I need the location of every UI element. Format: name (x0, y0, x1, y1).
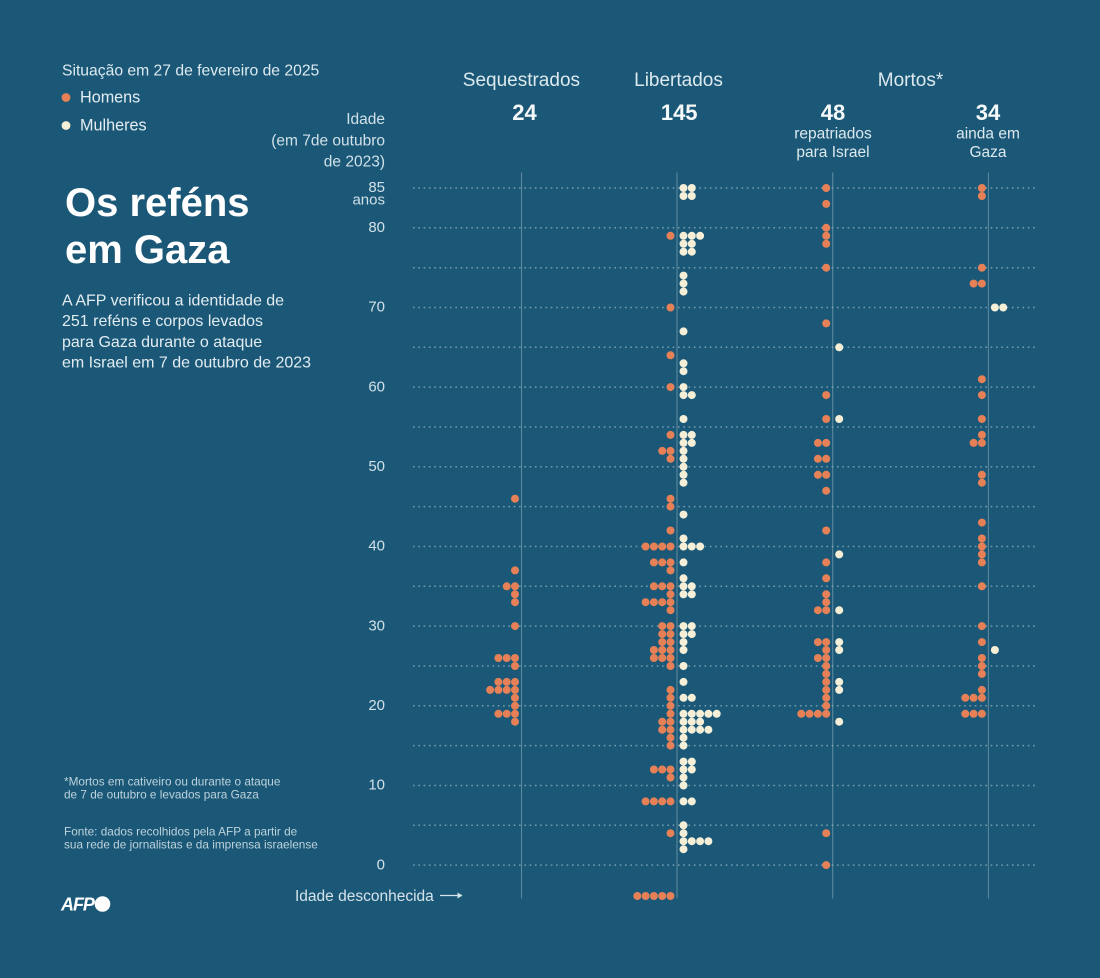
svg-text:80: 80 (368, 219, 385, 236)
svg-text:sua rede de jornalistas e da i: sua rede de jornalistas e da imprensa is… (64, 838, 318, 852)
svg-text:de 2023): de 2023) (324, 154, 385, 171)
svg-text:para Israel: para Israel (796, 144, 869, 161)
svg-text:40: 40 (368, 538, 385, 555)
svg-text:Gaza: Gaza (969, 144, 1006, 161)
svg-text:de 7 de outubro e levados para: de 7 de outubro e levados para Gaza (64, 788, 259, 802)
svg-text:30: 30 (368, 617, 385, 634)
svg-text:0: 0 (377, 856, 385, 873)
svg-text:50: 50 (368, 458, 385, 475)
svg-text:repatriados: repatriados (794, 126, 872, 143)
svg-text:145: 145 (661, 100, 698, 125)
svg-text:para Gaza durante o ataque: para Gaza durante o ataque (62, 334, 262, 351)
svg-text:Idade: Idade (346, 111, 385, 128)
svg-text:85: 85 (368, 179, 385, 196)
svg-text:Idade desconhecida: Idade desconhecida (295, 888, 434, 905)
svg-text:70: 70 (368, 299, 385, 316)
svg-text:34: 34 (976, 100, 1001, 125)
svg-text:Os reféns: Os reféns (65, 181, 250, 225)
svg-text:anos: anos (352, 191, 385, 208)
svg-text:24: 24 (512, 100, 537, 125)
svg-text:em Israel em 7 de outubro de 2: em Israel em 7 de outubro de 2023 (62, 355, 311, 372)
svg-text:(em 7de outubro: (em 7de outubro (271, 133, 385, 150)
svg-text:em Gaza: em Gaza (65, 228, 230, 272)
svg-text:10: 10 (368, 777, 385, 794)
svg-text:Libertados: Libertados (634, 70, 723, 91)
svg-text:ainda em: ainda em (956, 126, 1020, 143)
svg-text:Sequestrados: Sequestrados (463, 70, 580, 91)
svg-text:48: 48 (821, 100, 845, 125)
svg-text:60: 60 (368, 378, 385, 395)
svg-text:*Mortos em cativeiro ou durant: *Mortos em cativeiro ou durante o ataque (64, 775, 281, 789)
svg-text:251 reféns e corpos levados: 251 reféns e corpos levados (62, 313, 263, 330)
svg-text:AFP: AFP (60, 895, 96, 915)
svg-text:Mulheres: Mulheres (80, 117, 147, 135)
svg-text:20: 20 (368, 697, 385, 714)
svg-text:A AFP verificou a identidade d: A AFP verificou a identidade de (62, 293, 284, 310)
svg-text:Situação em 27 de fevereiro de: Situação em 27 de fevereiro de 2025 (62, 63, 320, 80)
svg-text:Fonte: dados recolhidos pela A: Fonte: dados recolhidos pela AFP a parti… (64, 825, 298, 839)
svg-text:Mortos*: Mortos* (878, 70, 944, 91)
svg-text:Homens: Homens (80, 89, 140, 107)
